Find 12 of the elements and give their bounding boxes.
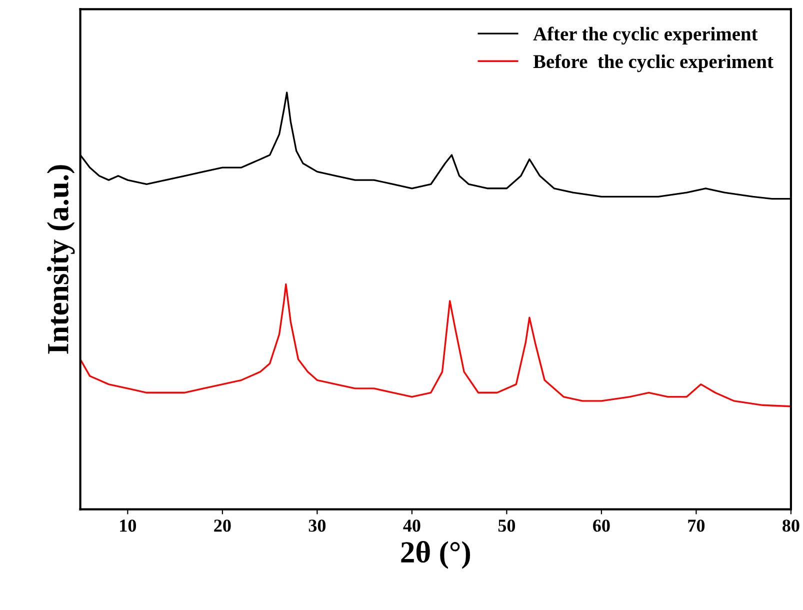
- x-tick-label: 10: [120, 520, 136, 532]
- y-axis-title: Intensity (a.u.): [46, 165, 75, 354]
- x-tick-label: 20: [214, 520, 231, 532]
- x-tick-label: 40: [403, 520, 420, 532]
- x-axis-title: 2θ (°): [401, 541, 470, 569]
- x-tick-label: 30: [308, 520, 326, 532]
- x-tick-label: 80: [782, 520, 800, 532]
- x-tick-label: 70: [688, 520, 705, 532]
- x-tick-label: 60: [593, 520, 610, 532]
- x-tick-label: 50: [498, 520, 516, 532]
- legend-label: Before the cyclic experiment: [533, 54, 774, 72]
- legend-label: After the cyclic experiment: [533, 26, 758, 45]
